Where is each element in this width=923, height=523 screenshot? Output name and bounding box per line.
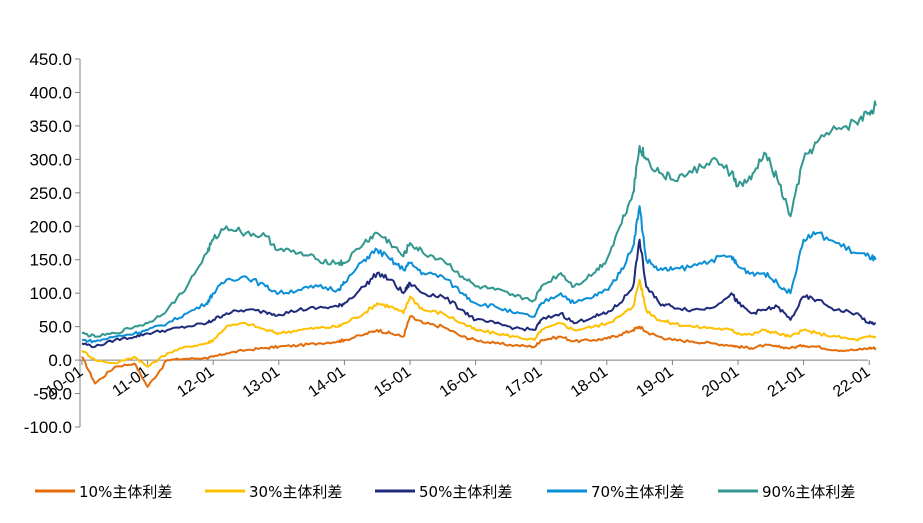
x-tick-label: 19-01 [633, 363, 676, 400]
y-tick-label: -100.0 [24, 418, 72, 437]
x-tick-label: 20-01 [699, 363, 742, 400]
x-tick-label: 15-01 [371, 363, 414, 400]
legend-label: 70%主体利差 [591, 483, 684, 501]
y-tick-label: 150.0 [29, 251, 72, 270]
x-tick-label: 16-01 [437, 363, 480, 400]
series-line [81, 205, 877, 344]
y-tick-label: 450.0 [29, 50, 72, 69]
y-tick-label: 0.0 [48, 351, 72, 370]
legend-label: 10%主体利差 [79, 483, 172, 501]
x-tick-label: 14-01 [305, 363, 348, 400]
series-line [81, 278, 877, 368]
x-tick-label: 22-01 [830, 363, 873, 400]
legend-label: 90%主体利差 [762, 483, 855, 501]
series-line [81, 100, 877, 338]
series-line [81, 238, 876, 349]
x-tick-label: 21-01 [765, 363, 808, 400]
y-tick-label: 100.0 [29, 284, 72, 303]
y-tick-label: 400.0 [29, 83, 72, 102]
y-tick-label: 250.0 [29, 184, 72, 203]
x-tick-label: 18-01 [568, 363, 611, 400]
y-tick-label: 200.0 [29, 217, 72, 236]
series-line [81, 314, 877, 388]
x-tick-label: 17-01 [502, 363, 545, 400]
y-tick-label: 300.0 [29, 150, 72, 169]
y-tick-label: -50.0 [33, 385, 72, 404]
legend-label: 50%主体利差 [419, 483, 512, 501]
y-tick-label: 350.0 [29, 117, 72, 136]
x-tick-label: 12-01 [174, 363, 217, 400]
y-tick-label: 50.0 [39, 318, 72, 337]
legend-label: 30%主体利差 [249, 483, 342, 501]
x-tick-label: 13-01 [240, 363, 283, 400]
